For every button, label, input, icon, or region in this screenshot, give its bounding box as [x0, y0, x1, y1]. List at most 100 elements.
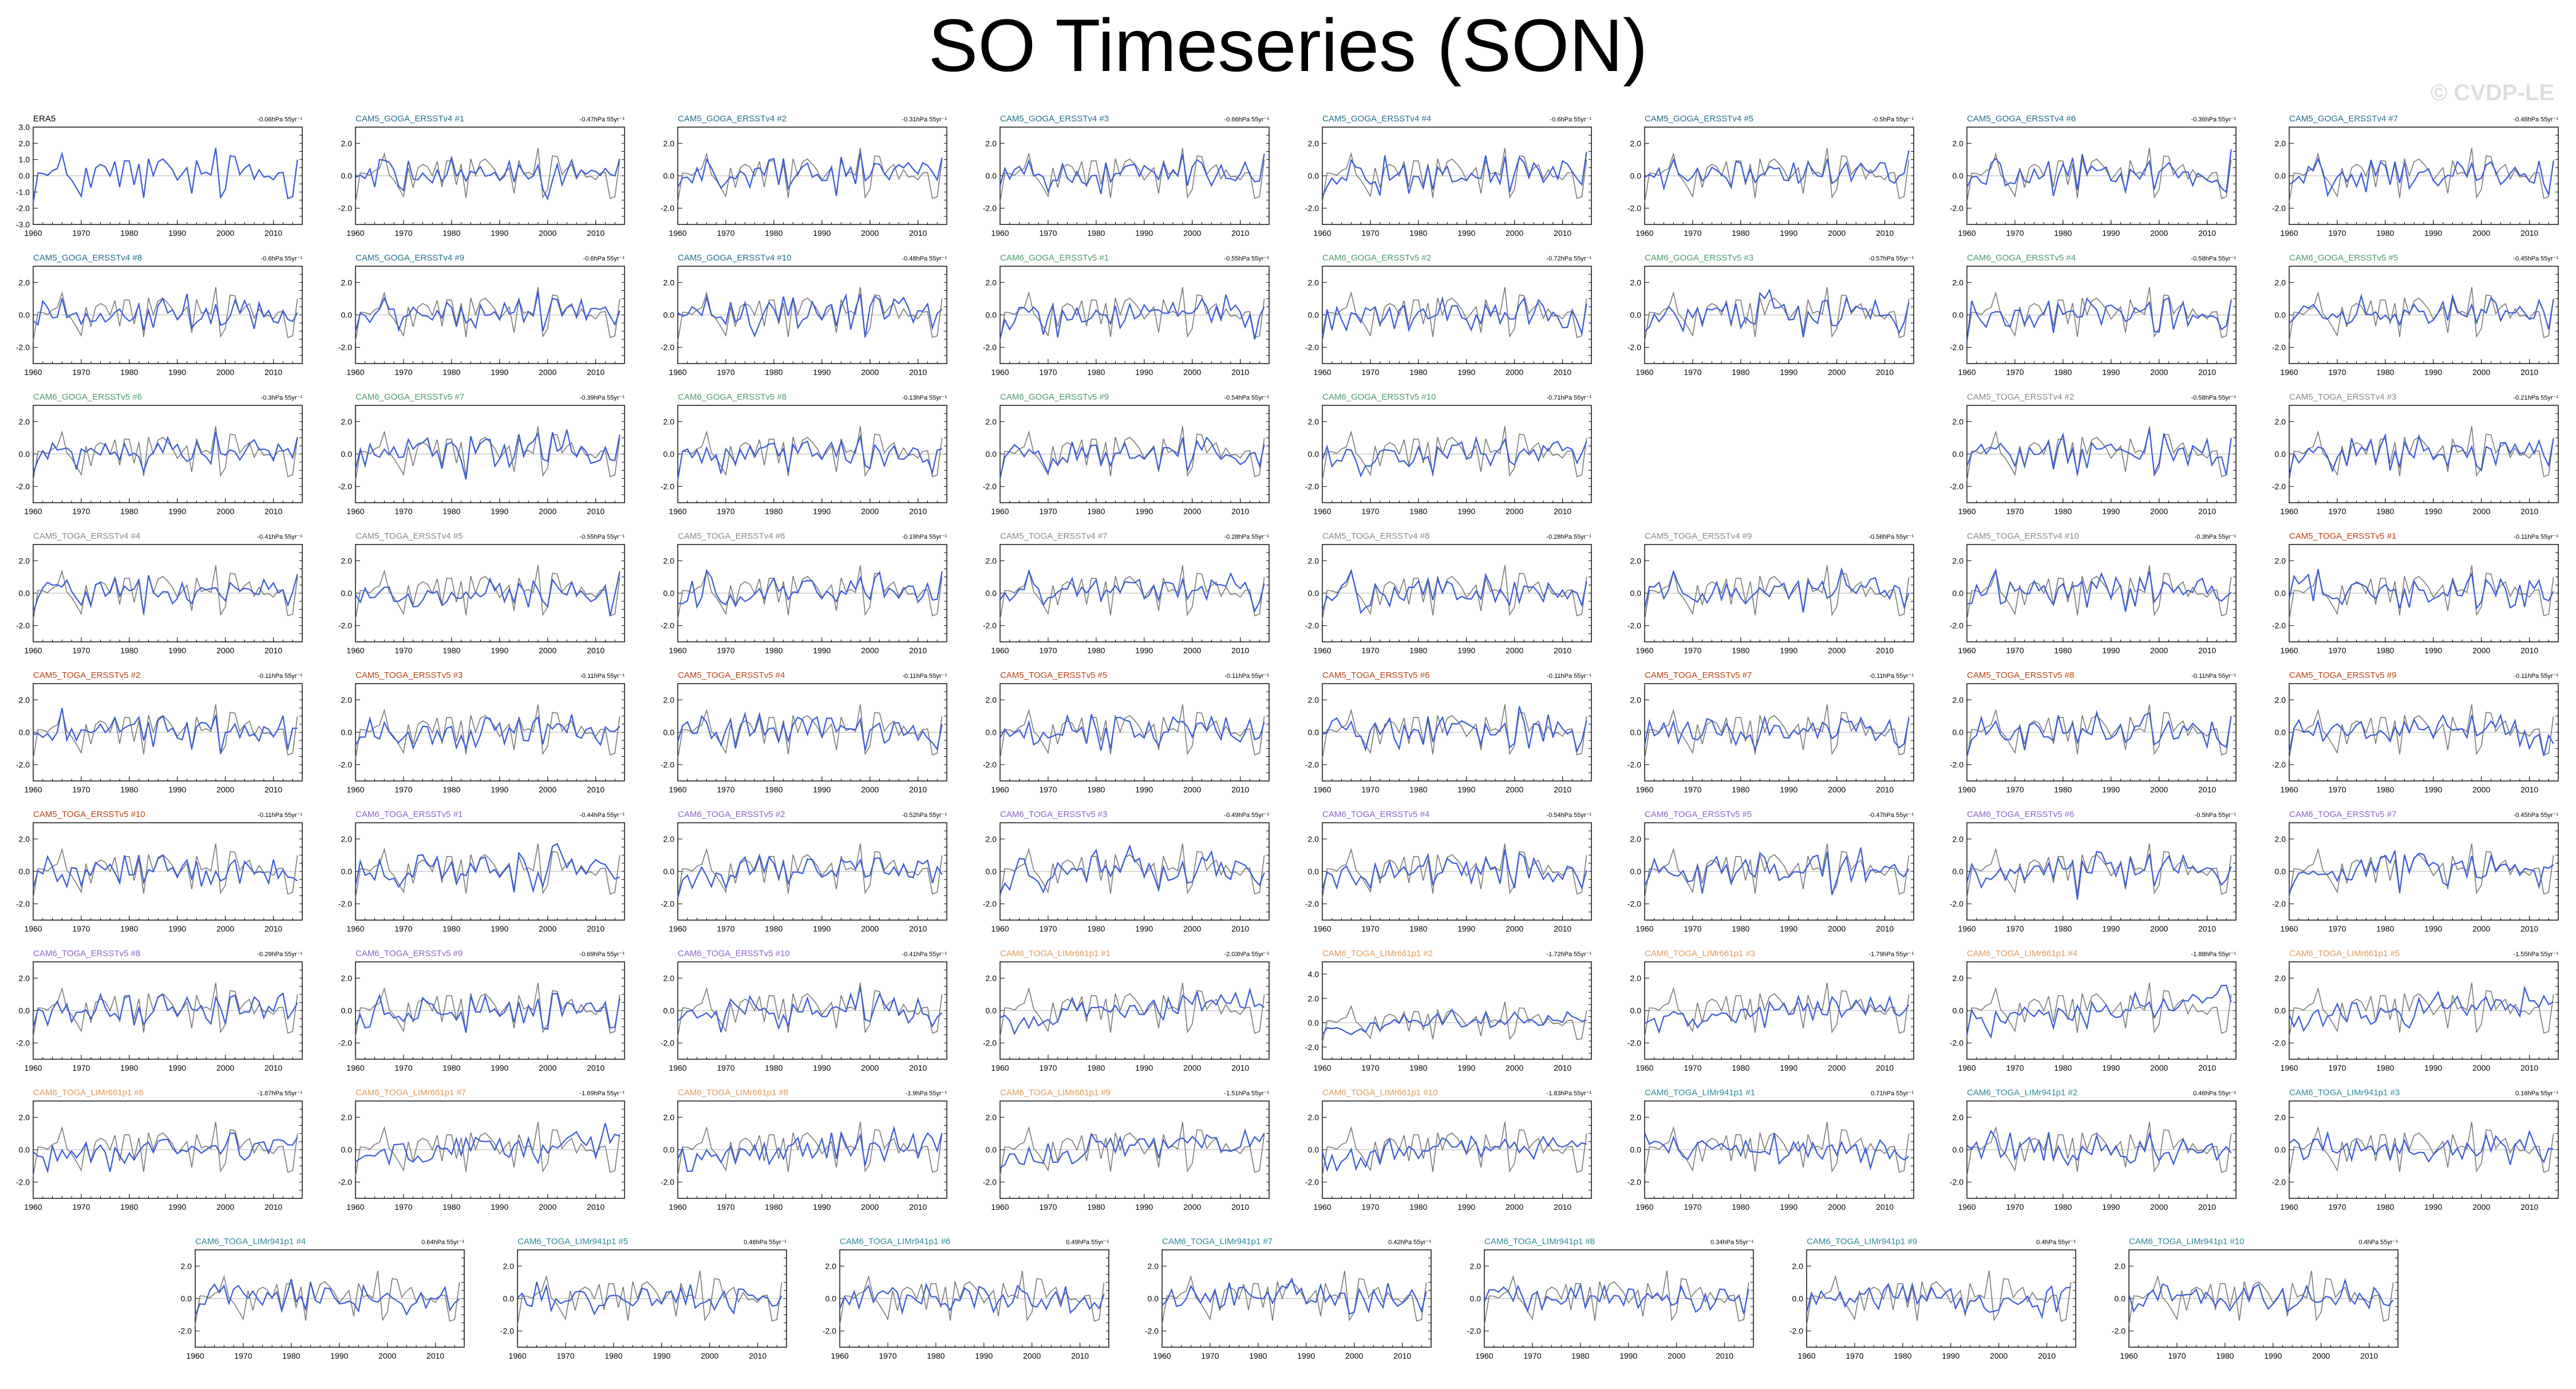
obs-series-line	[1966, 565, 2232, 620]
x-tick-label: 2010	[1554, 646, 1571, 655]
x-tick-label: 1960	[346, 228, 364, 238]
x-tick-label: 2000	[216, 1063, 234, 1072]
y-tick-label: 0.0	[1630, 1145, 1642, 1154]
y-tick-label: 2.0	[341, 834, 353, 843]
y-tick-label: -2.0	[1950, 343, 1963, 352]
y-tick-label: 2.0	[503, 1261, 515, 1270]
trend-label: -1.88hPa 55yr⁻¹	[2191, 951, 2236, 958]
panel-title: CAM6_TOGA_LIMr941p1 #6	[840, 1237, 950, 1246]
x-tick-label: 1980	[2054, 228, 2072, 238]
y-tick-label: 0.0	[19, 589, 30, 598]
x-tick-label: 1970	[72, 646, 90, 655]
y-tick-label: 0.0	[2275, 1006, 2286, 1015]
x-tick-label: 1980	[2376, 1202, 2394, 1212]
x-tick-label: 1990	[2424, 785, 2442, 794]
panel-title: CAM5_TOGA_ERSSTv4 #5	[355, 531, 463, 541]
trend-label: -0.54hPa 55yr⁻¹	[1224, 394, 1269, 401]
panel: CAM6_TOGA_LIMr941p1 #3 0.16hPa 55yr⁻¹ -2.0…	[2272, 1088, 2559, 1212]
sim-series-line	[2288, 433, 2554, 476]
x-tick-label: 1990	[1135, 368, 1153, 377]
x-tick-label: 1970	[1361, 646, 1379, 655]
panel-title: CAM6_TOGA_ERSSTv5 #1	[355, 810, 463, 819]
x-tick-label: 2000	[1668, 1351, 1685, 1360]
x-tick-label: 2000	[2472, 785, 2490, 794]
trend-label: -0.11hPa 55yr⁻¹	[580, 673, 625, 680]
y-tick-label: 0.0	[19, 310, 30, 319]
obs-series-line	[1644, 287, 1910, 342]
x-tick-label: 1990	[2102, 924, 2120, 933]
y-tick-label: 0.0	[1308, 1145, 1319, 1154]
page-title: SO Timeseries (SON)	[928, 3, 1648, 87]
x-tick-label: 1970	[2006, 507, 2024, 516]
y-tick-label: 0.0	[19, 171, 30, 180]
sim-series-line	[354, 291, 621, 333]
x-tick-label: 1980	[765, 1063, 783, 1072]
x-tick-label: 1990	[1135, 646, 1153, 655]
x-tick-label: 1980	[2054, 646, 2072, 655]
panel: CAM5_TOGA_ERSSTv5 #4 -0.11hPa 55yr⁻¹ -2.0 0…	[661, 670, 947, 794]
y-tick-label: 2.0	[2275, 139, 2286, 148]
y-tick-label: -2.0	[1305, 760, 1319, 770]
obs-series-line	[33, 982, 298, 1037]
x-tick-label: 1960	[1958, 924, 1976, 933]
y-tick-label: -2.0	[1627, 1178, 1641, 1187]
y-tick-label: 2.0	[2275, 278, 2286, 287]
sim-series-line	[1321, 569, 1587, 614]
x-tick-label: 1980	[120, 1202, 138, 1212]
obs-series-line	[1322, 148, 1587, 203]
x-tick-label: 1990	[1457, 1063, 1475, 1072]
y-tick-label: 2.0	[2275, 973, 2286, 982]
x-tick-label: 1960	[991, 228, 1009, 238]
sim-series-line	[2289, 293, 2554, 330]
panel-title: CAM5_GOGA_ERSSTv4 #2	[678, 114, 787, 124]
sim-series-line	[999, 294, 1265, 340]
x-tick-label: 2000	[1183, 1063, 1201, 1072]
x-tick-label: 1980	[1087, 228, 1105, 238]
y-tick-label: 2.0	[2275, 695, 2286, 704]
y-tick-label: -2.0	[16, 1178, 30, 1187]
y-tick-label: -2.0	[16, 899, 30, 909]
y-tick-label: -2.0	[1627, 1039, 1641, 1048]
x-tick-label: 1990	[491, 924, 508, 933]
x-tick-label: 2010	[2198, 924, 2216, 933]
x-tick-label: 2000	[1828, 1202, 1846, 1212]
y-tick-label: -2.0	[1305, 204, 1319, 213]
x-tick-label: 2010	[587, 785, 605, 794]
y-tick-label: 0.0	[1953, 310, 1964, 319]
sim-series-line	[999, 436, 1265, 478]
x-tick-label: 2010	[264, 228, 282, 238]
x-tick-label: 1960	[1958, 785, 1976, 794]
trend-label: -1.79hPa 55yr⁻¹	[1868, 951, 1914, 958]
x-tick-label: 1970	[1361, 368, 1379, 377]
obs-series-line	[677, 1122, 943, 1177]
x-tick-label: 1980	[1249, 1351, 1267, 1360]
panel: CAM6_TOGA_LIMr941p1 #6 0.49hPa 55yr⁻¹ -2.0…	[823, 1237, 1109, 1360]
sim-series-line	[1966, 567, 2232, 612]
panel: CAM6_TOGA_LIMr941p1 #5 0.48hPa 55yr⁻¹ -2.0…	[500, 1237, 787, 1360]
y-tick-label: 0.0	[1953, 1145, 1964, 1154]
x-tick-label: 1970	[1361, 1063, 1379, 1072]
x-tick-label: 1990	[1619, 1351, 1637, 1360]
x-tick-label: 1960	[1958, 1063, 1976, 1072]
y-tick-label: 2.0	[1953, 834, 1964, 843]
x-tick-label: 1970	[394, 785, 412, 794]
y-tick-label: 0.0	[1953, 728, 1964, 737]
obs-series-line	[677, 565, 943, 620]
trend-label: -0.6hPa 55yr⁻¹	[261, 255, 303, 262]
obs-series-line	[2289, 287, 2554, 342]
obs-series-line	[1966, 982, 2232, 1037]
trend-label: -0.41hPa 55yr⁻¹	[902, 951, 947, 958]
sim-series-line	[1966, 297, 2232, 343]
y-tick-label: -2.0	[1627, 899, 1641, 909]
y-tick-label: -2.0	[661, 1178, 674, 1187]
y-tick-label: -2.0	[1950, 760, 1963, 770]
x-tick-label: 1960	[24, 228, 42, 238]
y-tick-label: -2.0	[983, 1039, 997, 1048]
x-tick-label: 1970	[72, 507, 90, 516]
panel: CAM6_TOGA_LIMr941p1 #1 0.71hPa 55yr⁻¹ -2.0…	[1627, 1088, 1914, 1212]
x-tick-label: 2000	[1183, 228, 1201, 238]
x-tick-label: 1960	[1313, 646, 1331, 655]
y-tick-label: 2.0	[663, 556, 675, 565]
panel: CAM5_TOGA_ERSSTv4 #8 -0.28hPa 55yr⁻¹ -2.0 0…	[1305, 531, 1592, 655]
panel: CAM5_TOGA_ERSSTv4 #9 -0.56hPa 55yr⁻¹ -2.0 0…	[1627, 531, 1914, 655]
